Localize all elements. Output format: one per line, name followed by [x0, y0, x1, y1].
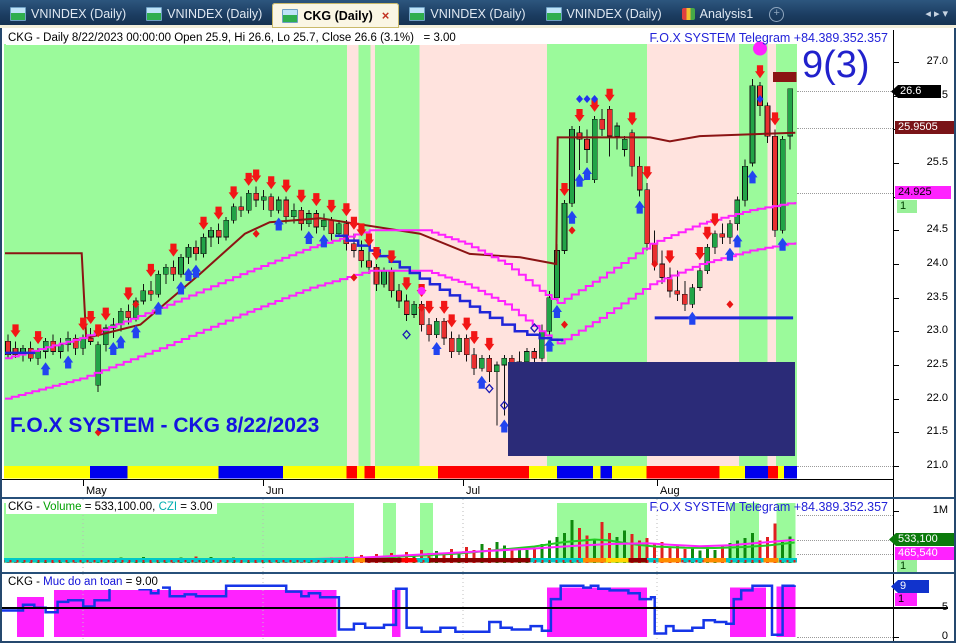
svg-text:Jun: Jun — [266, 485, 284, 497]
tab-vnindex-1[interactable]: VNINDEX (Daily) — [0, 3, 136, 25]
tab-menu-icon[interactable]: ▾ — [942, 8, 951, 20]
axis-tick-label: 1M — [932, 504, 948, 516]
axis-tick — [893, 511, 899, 512]
chart-thumbnail-icon — [146, 7, 163, 21]
tab-bar: VNINDEX (Daily) VNINDEX (Daily) CKG (Dai… — [0, 0, 956, 28]
pane-separator[interactable] — [0, 572, 956, 574]
svg-text:Aug: Aug — [660, 485, 680, 497]
tab-vnindex-3[interactable]: VNINDEX (Daily) — [399, 3, 535, 25]
chart-thumbnail-icon — [282, 8, 299, 23]
tab-ckg-active[interactable]: CKG (Daily) × — [272, 3, 400, 28]
axis-tick-label: 27.0 — [926, 55, 948, 67]
axis-tick — [893, 62, 899, 63]
leader-dotted-line — [797, 637, 893, 638]
tab-label: CKG (Daily) — [303, 8, 373, 23]
axis-tick-label: 25.5 — [926, 156, 948, 168]
price-pill: 24.925 — [895, 186, 951, 199]
leader-dotted-line — [797, 128, 893, 129]
axis-tick-label: 21.0 — [926, 459, 948, 471]
leader-dotted-line — [797, 554, 893, 555]
axis-tick-label: 23.5 — [926, 291, 948, 303]
price-pill: 25.9505 — [895, 121, 955, 134]
axis-tick — [893, 466, 899, 467]
tab-vnindex-2[interactable]: VNINDEX (Daily) — [136, 3, 272, 25]
axis-tick — [893, 264, 899, 265]
axis-tick-label: 24.0 — [926, 257, 948, 269]
close-tab-icon[interactable]: × — [381, 8, 390, 23]
axis-tick — [893, 298, 899, 299]
tab-label: VNINDEX (Daily) — [31, 7, 127, 21]
axis-tick — [893, 230, 899, 231]
analysis-icon — [681, 8, 695, 20]
price-pill: 533,100 — [889, 533, 956, 546]
scroll-right-icon[interactable]: ▸ — [933, 8, 943, 20]
axis-tick — [893, 163, 899, 164]
watermark-text: F.O.X SYSTEM - CKG 8/22/2023 — [10, 414, 320, 437]
chart-thumbnail-icon — [409, 7, 426, 21]
axis-tick-label: 22.5 — [926, 358, 948, 370]
price-pill: 465,540 — [895, 547, 956, 560]
chart-thumbnail-icon — [10, 7, 26, 21]
new-tab-icon[interactable]: + — [769, 7, 785, 22]
svg-text:Jul: Jul — [466, 485, 480, 497]
axis-tick — [893, 399, 899, 400]
price-pill: 1 — [897, 200, 917, 213]
volume-pane-title: CKG - Volume = 533,100.00, CZI = 3.00 — [6, 500, 217, 514]
axis-tick-label: 24.5 — [926, 223, 948, 235]
pane-separator[interactable] — [0, 497, 956, 499]
tab-scroll-controls[interactable]: ◂▸▾ — [925, 7, 951, 20]
scroll-left-icon[interactable]: ◂ — [925, 8, 934, 20]
price-pill: 9 — [891, 580, 929, 593]
telegram-banner: F.O.X SYSTEM Telegram +84.389.352.357 — [649, 500, 888, 514]
axis-tick — [893, 96, 899, 97]
svg-text:May: May — [86, 485, 107, 497]
leader-dotted-line — [797, 540, 893, 541]
axis-tick-label: 0 — [941, 630, 948, 642]
axis-tick — [893, 331, 899, 332]
safety-threshold-line — [2, 607, 948, 609]
axis-tick-label: 23.0 — [926, 324, 948, 336]
leader-dotted-line — [797, 193, 893, 194]
telegram-banner: F.O.X SYSTEM Telegram +84.389.352.357 — [649, 31, 888, 45]
signal-annotation: 9(3) — [802, 44, 870, 86]
leader-dotted-line — [797, 91, 893, 92]
leader-dotted-line — [797, 515, 893, 516]
axis-tick — [893, 637, 899, 638]
price-pill: 26.6 — [891, 85, 941, 98]
leader-dotted-line — [797, 466, 893, 467]
price-axis-line — [893, 30, 894, 641]
safety-pane-title: CKG - Muc do an toan = 9.00 — [6, 575, 162, 589]
price-pill: 1 — [895, 593, 917, 606]
axis-tick-label: 21.5 — [926, 425, 948, 437]
axis-tick — [893, 432, 899, 433]
main-pane-title: CKG - Daily 8/22/2023 00:00:00 Open 25.9… — [6, 31, 460, 45]
tab-label: Analysis1 — [699, 7, 754, 21]
main-chart-plot[interactable]: May Jun Jul Aug — [0, 30, 893, 497]
axis-tick — [893, 365, 899, 366]
tab-vnindex-4[interactable]: VNINDEX (Daily) — [536, 3, 672, 25]
tab-label: VNINDEX (Daily) — [167, 7, 263, 21]
chart-thumbnail-icon — [545, 7, 562, 21]
price-pill: 1 — [897, 560, 917, 573]
tab-label: VNINDEX (Daily) — [566, 7, 662, 21]
tab-analysis1[interactable]: Analysis1 — [672, 3, 764, 25]
tab-label: VNINDEX (Daily) — [430, 7, 526, 21]
axis-tick-label: 22.0 — [926, 392, 948, 404]
tab-strip — [0, 25, 956, 28]
